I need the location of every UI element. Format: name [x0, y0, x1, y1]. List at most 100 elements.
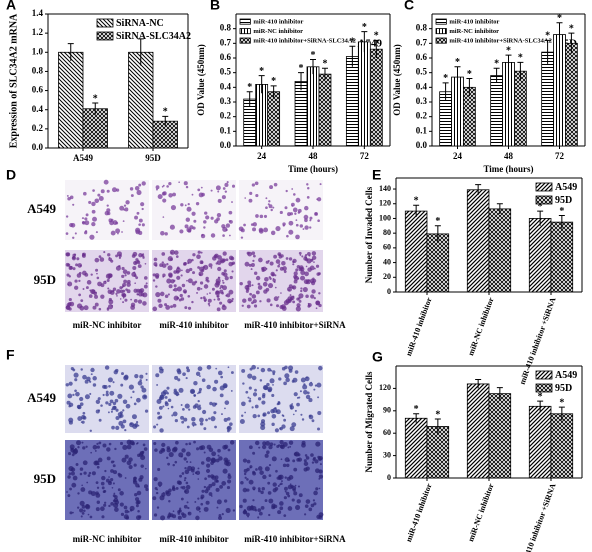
cell: [187, 306, 192, 310]
cell: [172, 289, 175, 291]
cell: [100, 506, 105, 512]
bar: [306, 66, 320, 147]
cell: [102, 384, 106, 389]
cell: [215, 185, 221, 191]
legend-label: A549: [555, 182, 577, 193]
cell: [106, 189, 110, 193]
cell: [267, 386, 273, 392]
y-tick-label: 0.2: [416, 111, 428, 121]
x-tick-label: miR-410 inhibitor: [404, 482, 434, 543]
panel-letter: F: [6, 347, 15, 363]
cell: [307, 187, 310, 190]
cell: [251, 406, 254, 409]
cell: [68, 472, 72, 476]
cell: [306, 183, 309, 186]
cell: [66, 491, 68, 493]
cell: [216, 499, 222, 505]
cell: [210, 416, 216, 422]
cell: [304, 205, 309, 211]
cell: [206, 364, 212, 370]
cell: [206, 293, 209, 295]
cell: [220, 259, 224, 263]
cell: [67, 281, 73, 287]
cell: [251, 294, 257, 299]
x-tick-label: A549: [73, 153, 93, 163]
cell: [108, 384, 111, 388]
cell: [229, 219, 233, 224]
cell: [278, 255, 282, 259]
cell: [105, 390, 109, 394]
cell: [217, 297, 221, 301]
cell: [283, 514, 287, 517]
y-axis-label: Expression of SLC34A2 mRNA: [8, 13, 19, 148]
panel-letter: A: [6, 0, 16, 13]
cell: [261, 400, 266, 405]
cell: [186, 425, 190, 429]
cell: [228, 210, 233, 215]
cell: [222, 234, 225, 237]
cell: [122, 399, 128, 404]
cell: [287, 446, 290, 449]
cell: [155, 373, 160, 378]
cell: [90, 289, 96, 295]
cell: [88, 200, 92, 204]
legend-swatch: [239, 28, 251, 35]
cell: [68, 298, 72, 302]
cell: [164, 294, 169, 299]
cell: [161, 261, 164, 264]
bar: [528, 405, 552, 479]
cell: [199, 417, 204, 423]
cell: [203, 485, 207, 489]
cell: [135, 497, 140, 502]
y-axis-label: OD Value (450nm): [392, 44, 402, 116]
cell: [145, 487, 149, 492]
cell: [165, 491, 171, 497]
cell: [131, 414, 137, 420]
cell: [295, 197, 301, 203]
cell: [158, 405, 163, 410]
cell: [140, 202, 145, 207]
cell: [158, 303, 163, 308]
cell: [134, 493, 138, 497]
cell: [230, 371, 234, 375]
cell: [111, 405, 117, 411]
cell: [200, 233, 206, 239]
cell: [69, 487, 72, 491]
cell: [268, 444, 273, 450]
cell: [247, 515, 249, 518]
cell: [258, 489, 261, 493]
cell: [191, 421, 196, 426]
cell: [221, 279, 224, 282]
cell: [268, 474, 272, 477]
bar: [357, 41, 371, 147]
cell: [294, 409, 297, 412]
cell: [67, 475, 71, 479]
error-bar: [298, 72, 305, 91]
cell: [275, 469, 278, 473]
cell: [255, 275, 261, 281]
cell: [203, 427, 207, 431]
cell: [277, 296, 280, 298]
cell: [254, 404, 259, 409]
cell: [155, 291, 161, 298]
significance-mark: *: [545, 31, 550, 42]
panel-letter: D: [6, 167, 16, 183]
cell: [246, 459, 251, 464]
cell: [294, 370, 299, 374]
cell: [115, 292, 118, 295]
cell: [263, 385, 269, 391]
cell: [130, 305, 136, 310]
cell: [223, 417, 228, 422]
cell: [112, 401, 117, 406]
cell: [312, 458, 316, 461]
cell: [125, 200, 130, 205]
cell: [184, 488, 190, 494]
cell: [205, 279, 208, 282]
cell: [255, 468, 258, 471]
cell: [161, 442, 166, 448]
cell: [169, 224, 175, 230]
cell: [69, 265, 73, 270]
cell: [232, 509, 236, 512]
cell: [270, 230, 276, 236]
cell: [162, 184, 165, 187]
